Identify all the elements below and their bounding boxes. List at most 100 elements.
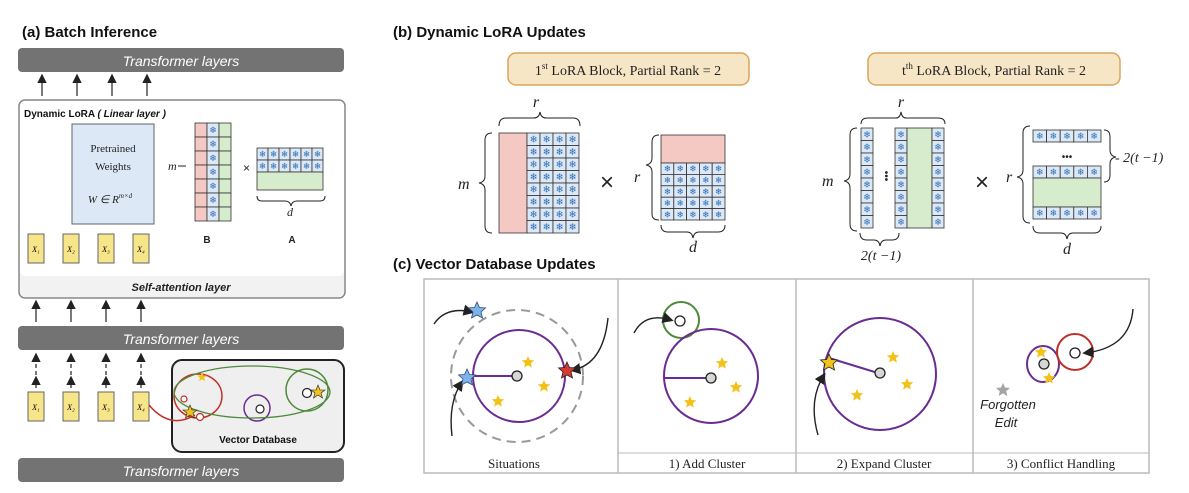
sit-arrow-right (569, 317, 609, 375)
matrix-a-small: ❄ ❄ ❄ ❄ ❄ ❄ ❄ ❄ ❄ ❄ ❄ ❄ (256, 147, 324, 191)
frozen-icon: ❄ (863, 142, 871, 152)
dots-bt: ••• (880, 171, 891, 182)
frozen-icon: ❄ (863, 129, 871, 139)
top-transformer-bar (18, 48, 344, 72)
frozen-icon: ❄ (934, 204, 942, 214)
matrix-cell (194, 150, 208, 166)
frozen-icon: ❄ (689, 198, 696, 208)
m-brace-bt (843, 127, 858, 232)
blockt-header-box (867, 52, 1121, 86)
matrix-cell (660, 134, 726, 164)
forgotten-star (996, 383, 1010, 396)
add-arrow (633, 312, 674, 334)
m-label-bt: m (822, 173, 834, 190)
mid-arrows (31, 299, 146, 322)
matrix-cell (194, 192, 208, 208)
expand-center-node (874, 367, 886, 379)
label-conflict-handling: 3) Conflict Handling (1007, 456, 1116, 471)
frozen-icon: ❄ (689, 209, 696, 219)
frozen-icon: ❄ (556, 172, 564, 182)
mid-transformer-label: Transformer layers (123, 331, 239, 347)
r-brace-at (1016, 125, 1031, 224)
frozen-icon: ❄ (897, 142, 905, 152)
conflict-red-node (1069, 347, 1081, 359)
db-node-purple (255, 404, 265, 414)
frozen-icon: ❄ (209, 167, 217, 177)
matrix-cell (218, 122, 232, 138)
frozen-icon: ❄ (689, 175, 696, 185)
add-center-node (705, 372, 717, 384)
expand-yellow-stars (850, 351, 914, 401)
frozen-icon: ❄ (1050, 167, 1058, 177)
frozen-icon: ❄ (934, 129, 942, 139)
matrix-cell (931, 215, 945, 229)
expand-arrow (813, 372, 826, 436)
frozen-icon: ❄ (702, 198, 709, 208)
matrix-cell (256, 171, 324, 191)
matrix-cell (194, 178, 208, 194)
frozen-icon: ❄ (281, 162, 288, 171)
frozen-icon: ❄ (863, 217, 871, 227)
r-label-at: r (1006, 169, 1013, 186)
sit-center-node (511, 370, 523, 382)
db-node-red (195, 412, 205, 422)
frozen-icon: ❄ (863, 192, 871, 202)
frozen-icon: ❄ (664, 175, 671, 185)
svg-text:X₁: X₁ (31, 245, 40, 254)
frozen-icon: ❄ (715, 198, 722, 208)
2t-brace-bt (859, 232, 900, 247)
frozen-icon: ❄ (934, 179, 942, 189)
frozen-icon: ❄ (556, 135, 564, 145)
frozen-icon: ❄ (1050, 131, 1058, 141)
pretrained-line2: Weights (95, 161, 131, 173)
forgotten-line2: Edit (995, 415, 1019, 430)
label-situations: Situations (488, 456, 540, 471)
frozen-icon: ❄ (556, 185, 564, 195)
frozen-icon: ❄ (556, 210, 564, 220)
frozen-icon: ❄ (897, 217, 905, 227)
bottom-transformer-label: Transformer layers (123, 463, 239, 479)
frozen-icon: ❄ (569, 172, 577, 182)
frozen-icon: ❄ (530, 185, 538, 195)
frozen-icon: ❄ (897, 204, 905, 214)
matrix-cell (194, 136, 208, 152)
frozen-icon: ❄ (863, 167, 871, 177)
frozen-icon: ❄ (863, 179, 871, 189)
frozen-icon: ❄ (1077, 131, 1085, 141)
matrix-cell (906, 127, 933, 229)
frozen-icon: ❄ (1036, 167, 1044, 177)
matrix-cell (218, 136, 232, 152)
pretrained-weights-box (71, 123, 155, 225)
self-attention-label: Self-attention layer (131, 282, 231, 294)
frozen-icon: ❄ (209, 181, 217, 191)
frozen-icon: ❄ (543, 222, 551, 232)
add-green-node (674, 315, 686, 327)
lower-arrows (31, 352, 146, 375)
frozen-icon: ❄ (897, 154, 905, 164)
frozen-icon: ❄ (1077, 208, 1085, 218)
frozen-icon: ❄ (281, 150, 288, 159)
frozen-icon: ❄ (314, 162, 321, 171)
upward-arrows-bottom (31, 375, 146, 388)
frozen-icon: ❄ (569, 210, 577, 220)
frozen-icon: ❄ (715, 209, 722, 219)
m-brace-b1 (478, 132, 493, 234)
times-bt: × (975, 169, 989, 196)
frozen-icon: ❄ (569, 147, 577, 157)
frozen-icon: ❄ (530, 222, 538, 232)
mid-transformer-bar (18, 326, 344, 350)
block1-header: 1st LoRA Block, Partial Rank = 2 (535, 61, 721, 79)
frozen-icon: ❄ (303, 162, 310, 171)
label-expand-cluster: 2) Expand Cluster (837, 456, 932, 471)
frozen-icon: ❄ (1050, 208, 1058, 218)
frozen-icon: ❄ (677, 198, 684, 208)
frozen-icon: ❄ (934, 217, 942, 227)
db-outer-green-ellipse (173, 365, 331, 419)
matrix-cell (1087, 206, 1102, 220)
sit-dashed-circle (450, 309, 584, 443)
d-label-a1: d (689, 239, 698, 256)
block1-header-box (507, 52, 750, 86)
frozen-icon: ❄ (556, 222, 564, 232)
dots-at: ••• (1062, 152, 1073, 163)
frozen-icon: ❄ (677, 209, 684, 219)
